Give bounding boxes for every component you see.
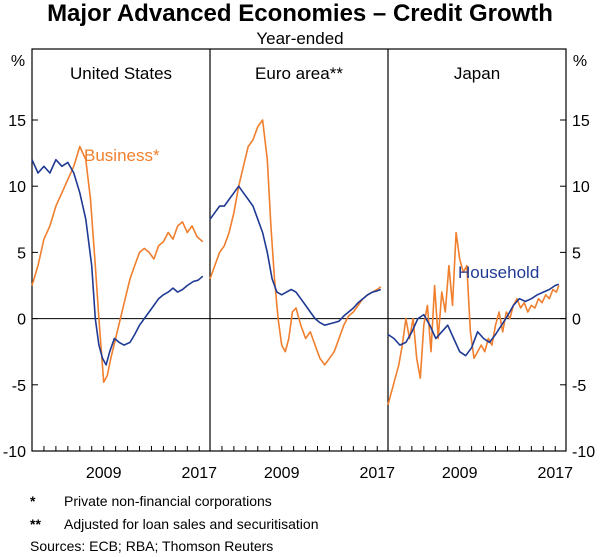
business-series-label: Business* <box>84 146 160 165</box>
business-line <box>209 119 382 366</box>
footnote-euro: ** Adjusted for loan sales and securitis… <box>30 516 590 533</box>
y-tick-label-left: 10 <box>8 179 26 196</box>
x-tick-label: 2017 <box>537 465 573 482</box>
y-tick-label-left: -10 <box>3 444 26 461</box>
chart-title: Major Advanced Economies – Credit Growth <box>47 0 553 27</box>
business-line <box>387 231 560 405</box>
footnote-text: Private non-financial corporations <box>64 493 272 509</box>
panel-title: United States <box>70 64 172 83</box>
footnote-text: Adjusted for loan sales and securitisati… <box>64 516 319 532</box>
y-tick-label-right: 10 <box>572 179 590 196</box>
panel-title: Japan <box>454 64 500 83</box>
y-tick-label-left: 0 <box>17 312 26 329</box>
household-line <box>209 185 382 327</box>
y-axis-unit-left: % <box>11 53 25 70</box>
x-tick-label: 2017 <box>181 465 217 482</box>
y-tick-label-right: 0 <box>572 312 581 329</box>
footnote-mark: ** <box>30 516 41 532</box>
y-axis-unit-right: % <box>573 53 587 70</box>
y-tick-label-right: -5 <box>572 378 586 395</box>
y-tick-label-right: -10 <box>572 444 595 461</box>
y-tick-label-left: -5 <box>12 378 26 395</box>
x-tick-label: 2009 <box>86 465 122 482</box>
household-line <box>387 283 560 357</box>
y-tick-label-left: 15 <box>8 113 26 130</box>
plot-frame <box>31 48 567 452</box>
y-tick-label-left: 5 <box>17 245 26 262</box>
footnote-mark: * <box>30 493 36 509</box>
panel-title: Euro area** <box>255 64 343 83</box>
x-tick-label: 2009 <box>264 465 300 482</box>
sources-note: Sources: ECB; RBA; Thomson Reuters <box>30 538 590 555</box>
y-tick-label-right: 15 <box>572 113 590 130</box>
x-tick-label: 2017 <box>359 465 395 482</box>
household-series-label: Household <box>458 263 539 282</box>
chart-subtitle: Year-ended <box>256 29 344 48</box>
footnote-business: * Private non-financial corporations <box>30 493 590 510</box>
sources-text: Sources: ECB; RBA; Thomson Reuters <box>30 538 274 554</box>
business-line <box>31 145 204 384</box>
household-line <box>31 158 204 366</box>
x-tick-label: 2009 <box>442 465 478 482</box>
y-tick-label-right: 5 <box>572 245 581 262</box>
